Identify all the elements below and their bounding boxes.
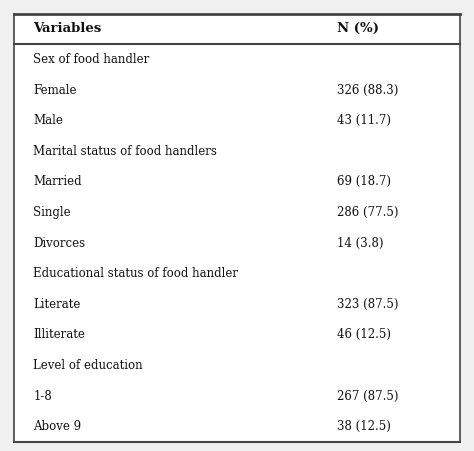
Text: 286 (77.5): 286 (77.5)	[337, 206, 398, 219]
Text: 267 (87.5): 267 (87.5)	[337, 390, 398, 403]
Text: Sex of food handler: Sex of food handler	[33, 53, 149, 66]
Text: Divorces: Divorces	[33, 237, 85, 249]
Text: Female: Female	[33, 83, 77, 97]
Text: 69 (18.7): 69 (18.7)	[337, 175, 391, 189]
Text: 43 (11.7): 43 (11.7)	[337, 114, 391, 127]
Text: Male: Male	[33, 114, 63, 127]
Text: Educational status of food handler: Educational status of food handler	[33, 267, 238, 280]
Text: Variables: Variables	[33, 23, 101, 35]
Text: Literate: Literate	[33, 298, 81, 311]
Text: Married: Married	[33, 175, 82, 189]
Text: 14 (3.8): 14 (3.8)	[337, 237, 383, 249]
Text: Illiterate: Illiterate	[33, 328, 85, 341]
Text: 46 (12.5): 46 (12.5)	[337, 328, 391, 341]
Text: Marital status of food handlers: Marital status of food handlers	[33, 145, 217, 158]
Text: Single: Single	[33, 206, 71, 219]
Text: 326 (88.3): 326 (88.3)	[337, 83, 398, 97]
Text: Level of education: Level of education	[33, 359, 143, 372]
Text: Above 9: Above 9	[33, 420, 82, 433]
Text: 1-8: 1-8	[33, 390, 52, 403]
Text: 38 (12.5): 38 (12.5)	[337, 420, 391, 433]
Text: 323 (87.5): 323 (87.5)	[337, 298, 398, 311]
Text: N (%): N (%)	[337, 23, 379, 35]
